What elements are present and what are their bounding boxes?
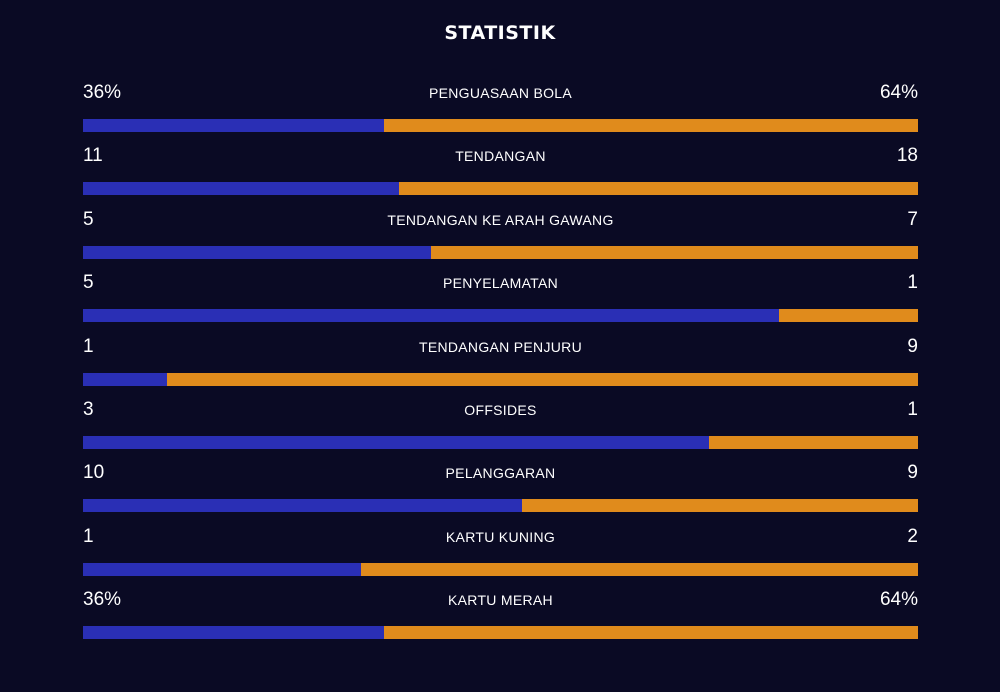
home-bar-segment xyxy=(83,626,384,640)
stat-row-saves: 5 PENYELAMATAN 1 xyxy=(83,270,918,333)
away-bar-segment xyxy=(522,499,918,513)
home-bar-segment xyxy=(83,562,362,576)
stat-row-shots: 11 TENDANGAN 18 xyxy=(83,143,918,206)
away-value: 2 xyxy=(907,525,918,547)
home-bar-segment xyxy=(83,372,167,386)
stat-bar xyxy=(83,562,918,576)
home-value: 5 xyxy=(83,272,94,294)
stats-title: STATISTIK xyxy=(444,22,556,44)
stat-row-red-cards: 36% KARTU MERAH 64% xyxy=(83,587,918,650)
away-value: 64% xyxy=(879,589,918,611)
stat-label: TENDANGAN xyxy=(455,148,546,165)
stat-row-fouls: 10 PELANGGARAN 9 xyxy=(83,460,918,523)
stat-row-possession: 36% PENGUASAAN BOLA 64% xyxy=(83,80,918,143)
stat-row-offsides: 3 OFFSIDES 1 xyxy=(83,397,918,460)
stat-bar xyxy=(83,245,918,259)
home-bar-segment xyxy=(83,119,384,132)
stat-bar xyxy=(83,309,918,323)
stat-label: TENDANGAN KE ARAH GAWANG xyxy=(387,211,614,228)
home-value: 3 xyxy=(83,398,94,420)
away-value: 1 xyxy=(907,398,918,420)
stat-bar xyxy=(83,182,918,196)
away-bar-segment xyxy=(383,119,918,132)
away-bar-segment xyxy=(709,435,918,449)
home-value: 10 xyxy=(83,462,105,484)
stat-bar xyxy=(83,499,918,513)
stat-row-corners: 1 TENDANGAN PENJURU 9 xyxy=(83,334,918,397)
away-value: 9 xyxy=(907,462,918,484)
home-bar-segment xyxy=(83,182,400,196)
home-value: 36% xyxy=(83,82,122,103)
away-value: 64% xyxy=(879,82,918,103)
stat-label: KARTU KUNING xyxy=(445,528,556,545)
stats-list: 36% PENGUASAAN BOLA 64% 11 TENDANGAN 18 … xyxy=(83,80,918,651)
home-value: 36% xyxy=(83,589,122,611)
stat-bar xyxy=(83,626,918,640)
stat-bar xyxy=(83,435,918,449)
away-value: 1 xyxy=(907,272,918,294)
home-bar-segment xyxy=(83,435,710,449)
stat-label: KARTU MERAH xyxy=(448,592,553,609)
stat-row-yellow-cards: 1 KARTU KUNING 2 xyxy=(83,524,918,587)
away-value: 7 xyxy=(907,208,918,230)
away-value: 18 xyxy=(896,145,918,167)
stat-label: OFFSIDES xyxy=(464,401,537,418)
home-bar-segment xyxy=(83,245,432,259)
home-bar-segment xyxy=(83,309,779,323)
away-value: 9 xyxy=(907,335,918,357)
stat-label: PENGUASAAN BOLA xyxy=(429,85,572,101)
home-value: 1 xyxy=(83,335,94,357)
stat-bar xyxy=(83,119,918,132)
stat-bar xyxy=(83,372,918,386)
home-value: 1 xyxy=(83,525,94,547)
stat-label: PELANGGARAN xyxy=(445,465,556,482)
away-bar-segment xyxy=(383,626,918,640)
stat-label: PENYELAMATAN xyxy=(442,275,559,292)
stat-row-shots-on-target: 5 TENDANGAN KE ARAH GAWANG 7 xyxy=(83,207,918,270)
away-bar-segment xyxy=(431,245,918,259)
away-bar-segment xyxy=(361,562,918,576)
home-bar-segment xyxy=(83,499,523,513)
away-bar-segment xyxy=(778,309,918,323)
home-value: 5 xyxy=(83,208,94,230)
stat-label: TENDANGAN PENJURU xyxy=(418,338,582,355)
away-bar-segment xyxy=(399,182,918,196)
home-value: 11 xyxy=(83,145,103,167)
away-bar-segment xyxy=(166,372,918,386)
